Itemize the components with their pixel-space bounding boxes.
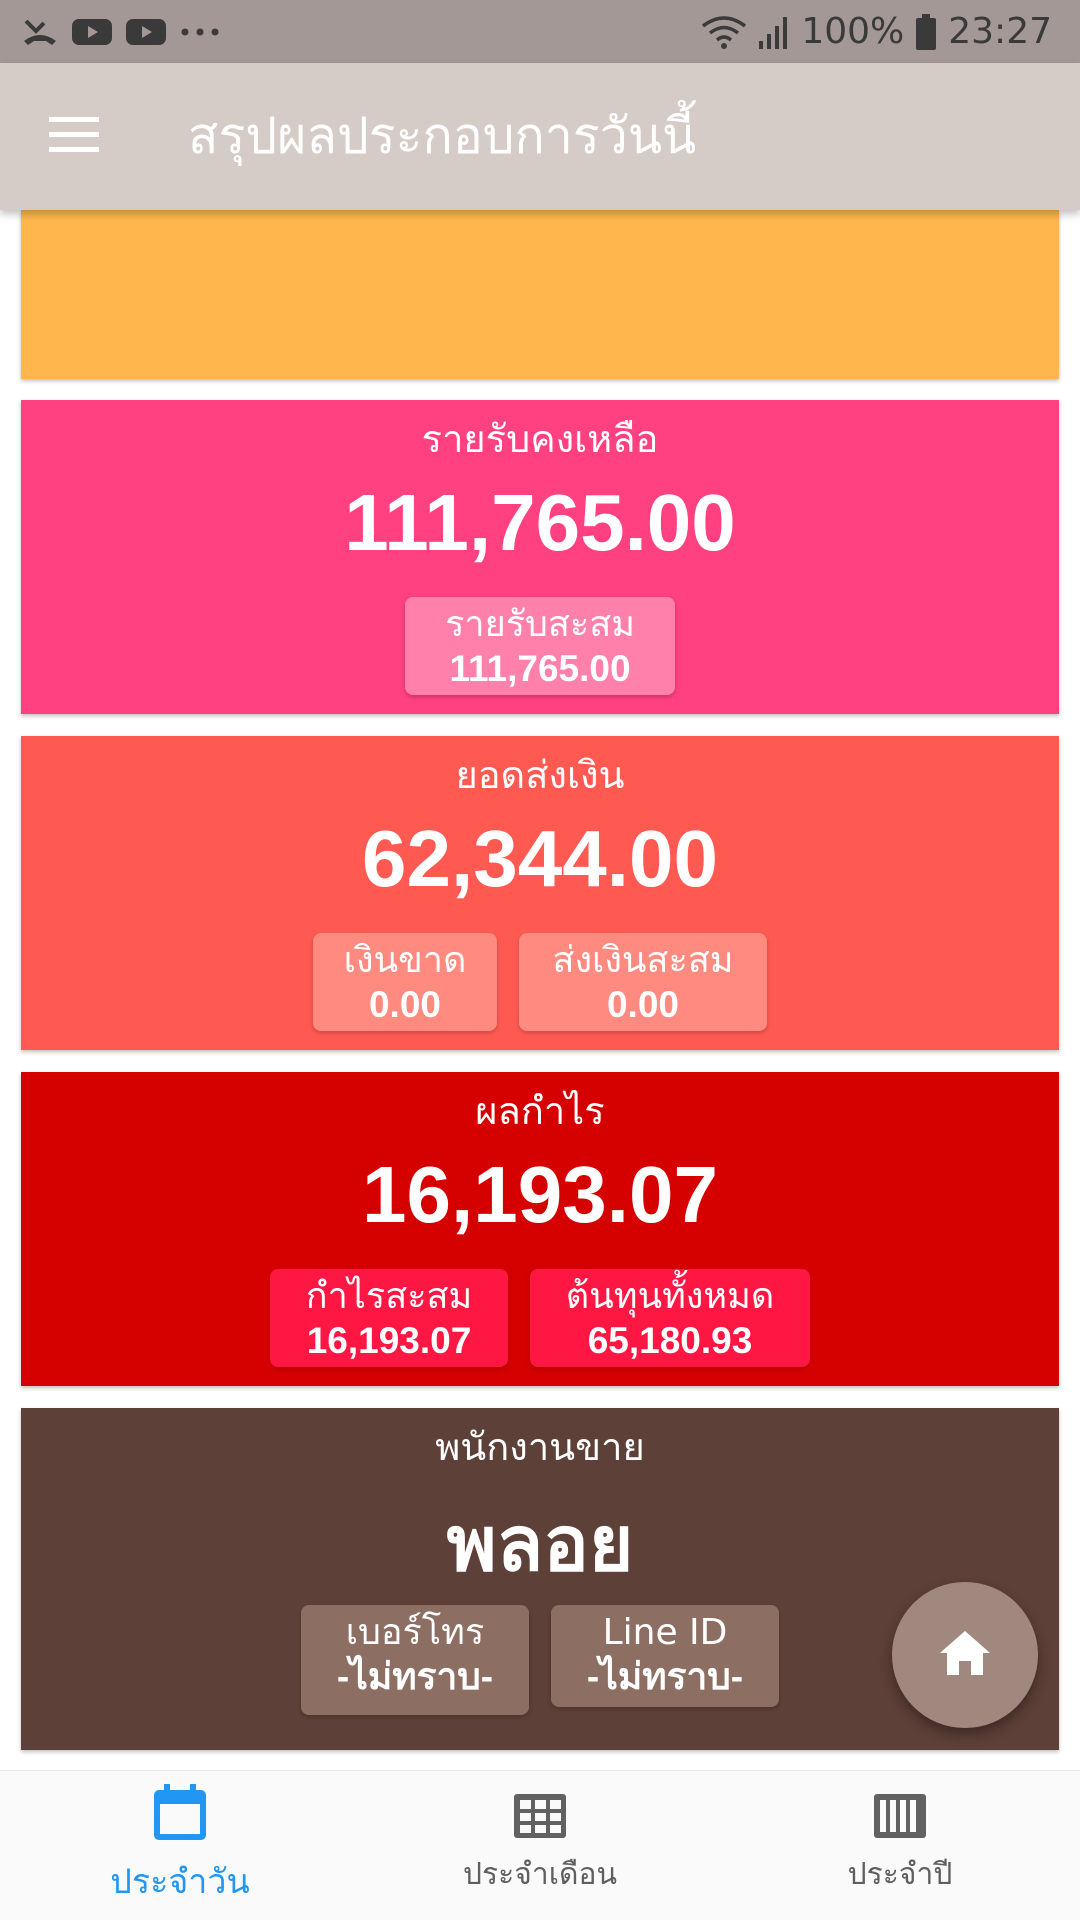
sub-label: เบอร์โทร [345, 1612, 485, 1653]
sub-box-total-cost: ต้นทุนทั้งหมด 65,180.93 [530, 1269, 810, 1367]
page-title: สรุปผลประกอบการวันนี้ [188, 107, 697, 165]
sub-label: Line ID [602, 1612, 728, 1653]
menu-button[interactable] [0, 63, 148, 210]
card-label: ผลกำไร [475, 1089, 605, 1133]
sub-box-phone: เบอร์โทร -ไม่ทราบ- [301, 1605, 529, 1715]
sub-box-accumulated-remittance: ส่งเงินสะสม 0.00 [519, 933, 767, 1031]
clock: 23:27 [948, 11, 1052, 52]
sub-box-line-id: Line ID -ไม่ทราบ- [551, 1605, 779, 1707]
youtube-icon [126, 17, 166, 47]
sub-value: -ไม่ทราบ- [586, 1656, 744, 1697]
sub-box-shortage: เงินขาด 0.00 [313, 933, 497, 1031]
sub-label: รายรับสะสม [445, 604, 635, 645]
sub-box-accumulated-income: รายรับสะสม 111,765.00 [405, 597, 675, 695]
card-profit: ผลกำไร 16,193.07 กำไรสะสม 16,193.07 ต้นท… [21, 1072, 1059, 1386]
signal-icon [759, 15, 789, 49]
card-remittance: ยอดส่งเงิน 62,344.00 เงินขาด 0.00 ส่งเงิ… [21, 736, 1059, 1050]
sub-value: 111,765.00 [449, 648, 631, 689]
missed-call-icon [22, 17, 58, 47]
app-bar: สรุปผลประกอบการวันนี้ [0, 63, 1080, 210]
card-salesperson: พนักงานขาย พลอย เบอร์โทร -ไม่ทราบ- Line … [21, 1408, 1059, 1750]
columns-icon [873, 1793, 927, 1843]
sub-label: เงินขาด [343, 940, 467, 981]
nav-label: ประจำวัน [110, 1861, 250, 1902]
card-value: 62,344.00 [362, 814, 718, 903]
card-label: ยอดส่งเงิน [455, 753, 625, 797]
battery-percent: 100% [801, 11, 905, 52]
salesperson-name: พลอย [446, 1502, 634, 1587]
card-label: รายรับคงเหลือ [421, 417, 659, 461]
sub-label: ต้นทุนทั้งหมด [565, 1276, 775, 1317]
grid-icon [513, 1793, 567, 1843]
sub-value: 16,193.07 [306, 1320, 472, 1361]
sub-label: กำไรสะสม [305, 1276, 473, 1317]
nav-yearly[interactable]: ประจำปี [720, 1771, 1080, 1920]
status-bar: 100% 23:27 [0, 0, 1080, 63]
home-fab-button[interactable] [892, 1582, 1038, 1728]
sub-box-accumulated-profit: กำไรสะสม 16,193.07 [270, 1269, 508, 1367]
bottom-navigation: ประจำวัน ประจำเดือน ประจำปี [0, 1770, 1080, 1920]
nav-monthly[interactable]: ประจำเดือน [360, 1771, 720, 1920]
sub-value: -ไม่ทราบ- [336, 1656, 494, 1697]
calendar-icon [152, 1783, 208, 1846]
more-icon [180, 27, 220, 37]
sub-value: 0.00 [606, 984, 679, 1025]
nav-label: ประจำเดือน [463, 1857, 617, 1892]
youtube-icon [72, 17, 112, 47]
battery-icon [916, 13, 937, 50]
sub-label: ส่งเงินสะสม [552, 940, 734, 981]
card-value: 111,765.00 [344, 478, 736, 567]
card-remaining-income: รายรับคงเหลือ 111,765.00 รายรับสะสม 111,… [21, 400, 1059, 714]
card-value: 16,193.07 [362, 1150, 718, 1239]
wifi-icon [701, 14, 747, 50]
sub-value: 65,180.93 [587, 1320, 753, 1361]
home-icon [938, 1629, 992, 1681]
nav-label: ประจำปี [847, 1857, 953, 1892]
card-top-partial [21, 210, 1059, 379]
hamburger-menu-icon [49, 116, 99, 157]
nav-daily[interactable]: ประจำวัน [0, 1771, 360, 1920]
card-label: พนักงานขาย [435, 1425, 645, 1469]
sub-value: 0.00 [368, 984, 441, 1025]
